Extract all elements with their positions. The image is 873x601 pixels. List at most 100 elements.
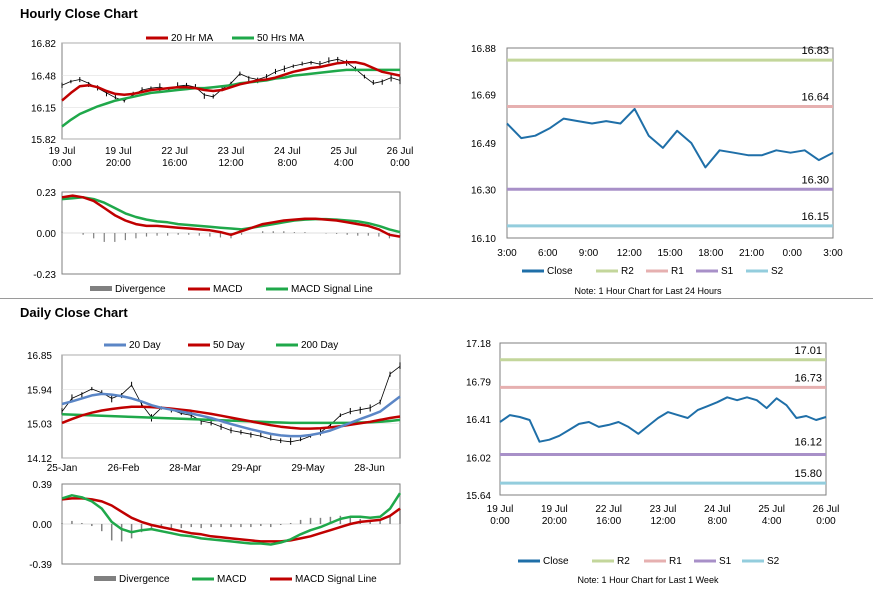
pivot-week-s1-value: 16.12 (794, 437, 822, 449)
daily-macd-ytick-2: -0.39 (29, 560, 52, 571)
daily-legend-divergence-label: Divergence (119, 574, 170, 585)
pivot-24h-xtick-1: 6:00 (538, 248, 558, 259)
daily-200-day-line (61, 412, 401, 425)
pivot-week-legend-r1-label: R1 (669, 556, 682, 567)
pivot-24h-legend-close-label: Close (547, 266, 573, 277)
hourly-legend-divergence-swatch (90, 286, 112, 291)
pivot-week-xtick-time-2: 16:00 (596, 516, 621, 527)
pivot-24h-legend-r2-label: R2 (621, 266, 634, 277)
hourly-legend-50hrs-ma-label: 50 Hrs MA (257, 33, 305, 44)
pivot-week-legend-r2-label: R2 (617, 556, 630, 567)
daily-price-xtick-0: 25-Jan (47, 463, 78, 474)
pivot-24h-ytick-0: 16.88 (471, 44, 496, 55)
hourly-price-plot-area (61, 42, 401, 140)
daily-price-ohlc-close-line (61, 365, 401, 443)
daily-macd-ytick-1: 0.00 (33, 520, 53, 531)
pivot-24h-r1-value: 16.64 (801, 91, 829, 103)
pivot-24h-legend-s1-label: S1 (721, 266, 734, 277)
pivot-24h-plot-area (506, 47, 834, 239)
pivot-week-ytick-2: 16.41 (466, 415, 491, 426)
hourly-price-ytick-0: 16.82 (31, 39, 56, 50)
hourly-price-xtick-date-0: 19 Jul (49, 146, 76, 157)
pivot-week-xtick-date-0: 19 Jul (487, 504, 514, 515)
pivot-24h-xtick-0: 3:00 (497, 248, 517, 259)
hourly-price-xtick-time-2: 16:00 (162, 158, 187, 169)
hourly-price-ytick-3: 15.82 (31, 135, 56, 146)
pivot-week-xtick-date-4: 24 Jul (704, 504, 731, 515)
pivot-week-xtick-date-2: 22 Jul (595, 504, 622, 515)
hourly-price-xtick-time-1: 20:00 (106, 158, 131, 169)
pivot-24h-ytick-2: 16.49 (471, 139, 496, 150)
hourly-price-xtick-time-6: 0:00 (390, 158, 410, 169)
pivot-week-note: Note: 1 Hour Chart for Last 1 Week (578, 575, 719, 585)
pivot-week-plot-area (499, 342, 827, 496)
pivot-24h-xtick-8: 3:00 (823, 248, 843, 259)
pivot-24h-xtick-5: 18:00 (698, 248, 723, 259)
pivot-week-s2-value: 15.80 (794, 468, 822, 480)
pivot-week-xtick-date-6: 26 Jul (813, 504, 840, 515)
daily-price-xtick-2: 28-Mar (169, 463, 201, 474)
daily-price-xtick-1: 26-Feb (108, 463, 140, 474)
hourly-price-xtick-date-3: 23 Jul (218, 146, 245, 157)
daily-50-day-line (61, 405, 401, 430)
daily-legend-20-day-label: 20 Day (129, 340, 161, 351)
hourly-price-xtick-time-4: 8:00 (278, 158, 298, 169)
pivot-week-ytick-1: 16.79 (466, 377, 491, 388)
pivot-week-ytick-4: 15.64 (466, 491, 491, 502)
hourly-macd-ytick-0: 0.23 (37, 188, 57, 199)
hourly-price-ytick-1: 16.48 (31, 72, 56, 83)
pivot-24h-legend-s2-label: S2 (771, 266, 784, 277)
pivot-week-r2-value: 17.01 (794, 345, 822, 357)
hourly-legend-macd-label: MACD (213, 284, 242, 295)
hourly-macd-line (61, 194, 401, 238)
hourly-price-xtick-date-5: 25 Jul (330, 146, 357, 157)
pivot-24h-xtick-3: 12:00 (617, 248, 642, 259)
pivot-week-xtick-time-4: 8:00 (708, 516, 728, 527)
daily-legend-divergence-swatch (94, 576, 116, 581)
pivot-24h-ytick-1: 16.69 (471, 90, 496, 101)
daily-price-xtick-3: 29-Apr (231, 463, 262, 474)
pivot-week-xtick-time-5: 4:00 (762, 516, 782, 527)
daily-legend-macd-signal-label: MACD Signal Line (295, 574, 377, 585)
daily-price-ytick-1: 15.94 (27, 385, 52, 396)
daily-macd-signal-line (61, 497, 401, 543)
pivot-week-ytick-3: 16.02 (466, 453, 491, 464)
daily-price-xtick-5: 28-Jun (354, 463, 385, 474)
daily-20-day-line (61, 392, 401, 438)
hourly-price-xtick-time-0: 0:00 (52, 158, 72, 169)
daily-legend-macd-label: MACD (217, 574, 246, 585)
pivot-week-xtick-date-5: 25 Jul (758, 504, 785, 515)
pivot-24h-xtick-6: 21:00 (739, 248, 764, 259)
daily-price-plot-area (61, 354, 401, 459)
pivot-24h-note: Note: 1 Hour Chart for Last 24 Hours (574, 286, 722, 296)
hourly-price-xtick-date-1: 19 Jul (105, 146, 132, 157)
pivot-week-xtick-date-3: 23 Jul (650, 504, 677, 515)
pivot-24h-legend-r1-label: R1 (671, 266, 684, 277)
hourly-section-title: Hourly Close Chart (20, 6, 138, 21)
daily-macd-line (61, 492, 402, 546)
hourly-price-xtick-date-6: 26 Jul (387, 146, 414, 157)
hourly-50hr-ma-line (61, 68, 400, 128)
hourly-price-xtick-time-5: 4:00 (334, 158, 354, 169)
pivot-24h-ytick-3: 16.30 (471, 185, 496, 196)
hourly-price-xtick-time-3: 12:00 (218, 158, 243, 169)
pivot-week-legend-s1-label: S1 (719, 556, 732, 567)
hourly-price-xtick-date-4: 24 Jul (274, 146, 301, 157)
daily-price-ytick-0: 16.85 (27, 351, 52, 362)
pivot-24h-s1-value: 16.30 (801, 174, 829, 186)
hourly-macd-signal-line (61, 196, 401, 234)
pivot-24h-xtick-2: 9:00 (579, 248, 599, 259)
daily-price-ytick-3: 14.12 (27, 454, 52, 465)
pivot-24h-r2-value: 16.83 (801, 45, 829, 57)
pivot-24h-xtick-7: 0:00 (783, 248, 803, 259)
pivot-week-xtick-time-0: 0:00 (490, 516, 510, 527)
hourly-price-ytick-2: 16.15 (31, 103, 56, 114)
pivot-week-r1-value: 16.73 (794, 372, 822, 384)
pivot-24h-s2-value: 16.15 (801, 211, 829, 223)
daily-legend-50-day-label: 50 Day (213, 340, 245, 351)
pivot-24h-ytick-4: 16.10 (471, 234, 496, 245)
hourly-price-xtick-date-2: 22 Jul (161, 146, 188, 157)
daily-legend-200-day-label: 200 Day (301, 340, 338, 351)
daily-price-ytick-2: 15.03 (27, 420, 52, 431)
